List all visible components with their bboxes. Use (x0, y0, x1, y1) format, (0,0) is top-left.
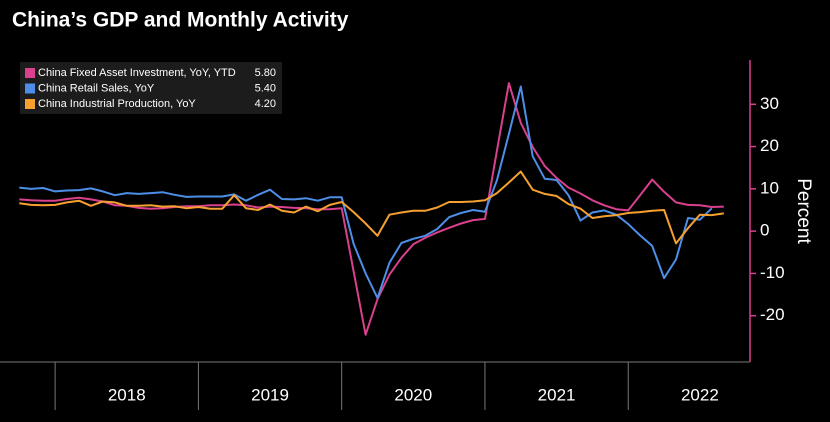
y-tick-label: 30 (760, 94, 779, 113)
x-tick-label: 2020 (394, 385, 432, 404)
legend-value: 5.80 (255, 67, 276, 79)
x-tick-label: 2021 (538, 385, 576, 404)
x-tick-label: 2018 (108, 385, 146, 404)
legend-label: China Industrial Production, YoY (38, 98, 196, 110)
x-tick-label: 2019 (251, 385, 289, 404)
series-line (19, 82, 724, 336)
chart-title: China’s GDP and Monthly Activity (12, 9, 349, 32)
legend-swatch (25, 83, 35, 94)
legend-label: China Fixed Asset Investment, YoY, YTD (38, 67, 236, 79)
y-tick-label: 0 (760, 221, 769, 240)
series-line (19, 170, 724, 245)
legend-box (20, 62, 282, 114)
y-axis-label: Percent (793, 178, 814, 244)
y-tick-label: -10 (760, 263, 785, 282)
series-line (19, 85, 713, 299)
legend-swatch (25, 68, 35, 78)
legend-label: China Retail Sales, YoY (38, 82, 155, 94)
y-tick-label: 20 (760, 136, 779, 155)
legend-swatch (25, 99, 35, 109)
y-tick-label: 10 (760, 178, 779, 197)
legend-value: 4.20 (255, 98, 276, 110)
y-tick-label: -20 (760, 305, 785, 324)
x-tick-label: 2022 (681, 385, 719, 404)
legend-value: 5.40 (255, 82, 276, 94)
